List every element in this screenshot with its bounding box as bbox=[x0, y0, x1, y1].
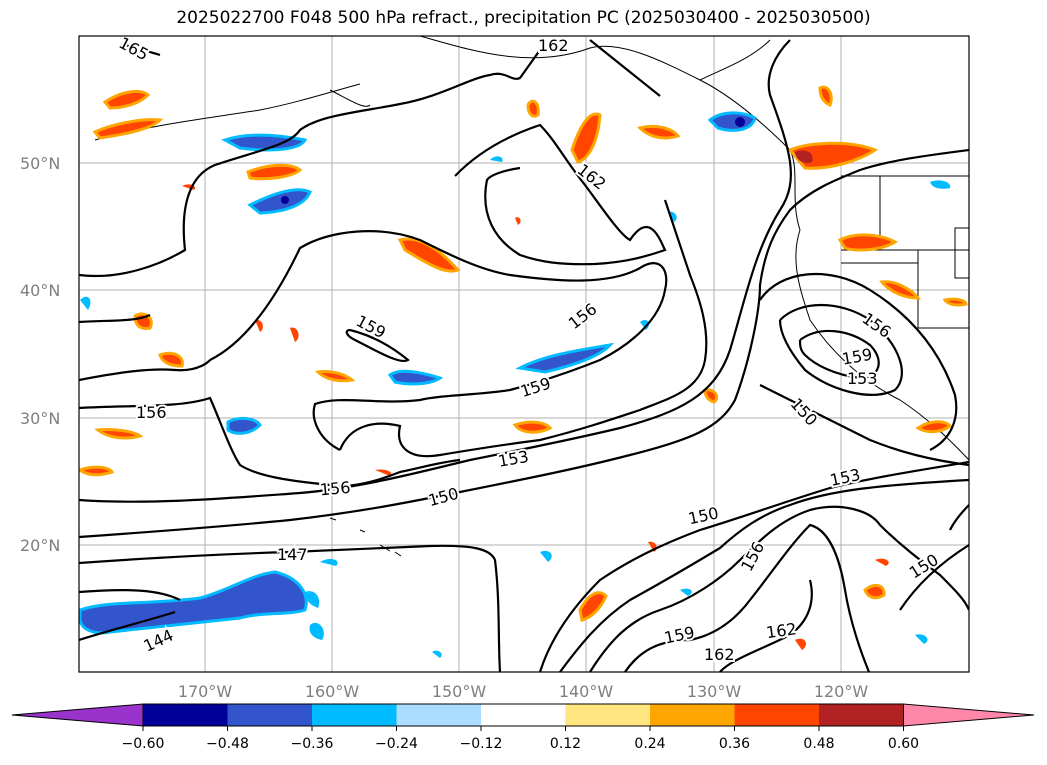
colorbar-segment bbox=[396, 704, 481, 726]
coastlines bbox=[94, 36, 969, 557]
lon-label-160w: 160°W bbox=[305, 682, 360, 701]
colorbar: −0.60 −0.48 −0.36 −0.24 −0.12 0.12 0.24 0.36 0.4… bbox=[11, 703, 1035, 752]
precip-negative-shading bbox=[79, 111, 951, 658]
contour-label: 153 bbox=[847, 369, 878, 388]
colorbar-segment bbox=[819, 704, 904, 726]
contour-label: 162 bbox=[704, 645, 735, 664]
colorbar-frame bbox=[142, 703, 904, 727]
lon-label-140w: 140°W bbox=[559, 682, 614, 701]
colorbar-tick-label: −0.60 bbox=[122, 736, 165, 752]
contour-label: 147 bbox=[277, 545, 308, 564]
figure-title: 2025022700 F048 500 hPa refract., precip… bbox=[176, 8, 871, 28]
longitude-labels: 170°W 160°W 150°W 140°W 130°W 120°W bbox=[178, 682, 869, 701]
colorbar-tick-label: 0.24 bbox=[634, 736, 665, 752]
lon-label-150w: 150°W bbox=[432, 682, 487, 701]
colorbar-segment bbox=[650, 704, 735, 726]
lon-label-130w: 130°W bbox=[687, 682, 742, 701]
map-border bbox=[78, 35, 970, 673]
lon-label-170w: 170°W bbox=[178, 682, 233, 701]
lat-label-20n: 20°N bbox=[20, 536, 60, 555]
height-contours bbox=[79, 39, 969, 672]
lat-label-40n: 40°N bbox=[20, 281, 60, 300]
colorbar-extend-low bbox=[11, 703, 144, 727]
colorbar-segment bbox=[143, 704, 228, 726]
colorbar-segment bbox=[734, 704, 819, 726]
contour-label: 162 bbox=[538, 36, 569, 55]
colorbar-tick-label: −0.24 bbox=[375, 736, 418, 752]
contour-label: 156 bbox=[319, 478, 351, 500]
colorbar-tick-label: 0.12 bbox=[550, 736, 581, 752]
precip-positive-shading bbox=[79, 85, 968, 650]
colorbar-segment bbox=[565, 704, 650, 726]
colorbar-segment bbox=[227, 704, 312, 726]
colorbar-tick-label: 0.60 bbox=[888, 736, 919, 752]
colorbar-tick-label: −0.36 bbox=[291, 736, 334, 752]
contour-label: 156 bbox=[136, 403, 167, 422]
latitude-labels: 50°N 40°N 30°N 20°N bbox=[20, 154, 60, 555]
colorbar-tick-label: −0.12 bbox=[460, 736, 503, 752]
colorbar-tick-label: 0.48 bbox=[803, 736, 834, 752]
colorbar-extend-high bbox=[903, 703, 1035, 727]
lat-label-50n: 50°N bbox=[20, 154, 60, 173]
colorbar-segment bbox=[312, 704, 397, 726]
lat-label-30n: 30°N bbox=[20, 409, 60, 428]
lon-label-120w: 120°W bbox=[814, 682, 869, 701]
colorbar-tick-label: −0.48 bbox=[206, 736, 249, 752]
colorbar-segment bbox=[481, 704, 566, 726]
colorbar-tick-label: 0.36 bbox=[719, 736, 750, 752]
